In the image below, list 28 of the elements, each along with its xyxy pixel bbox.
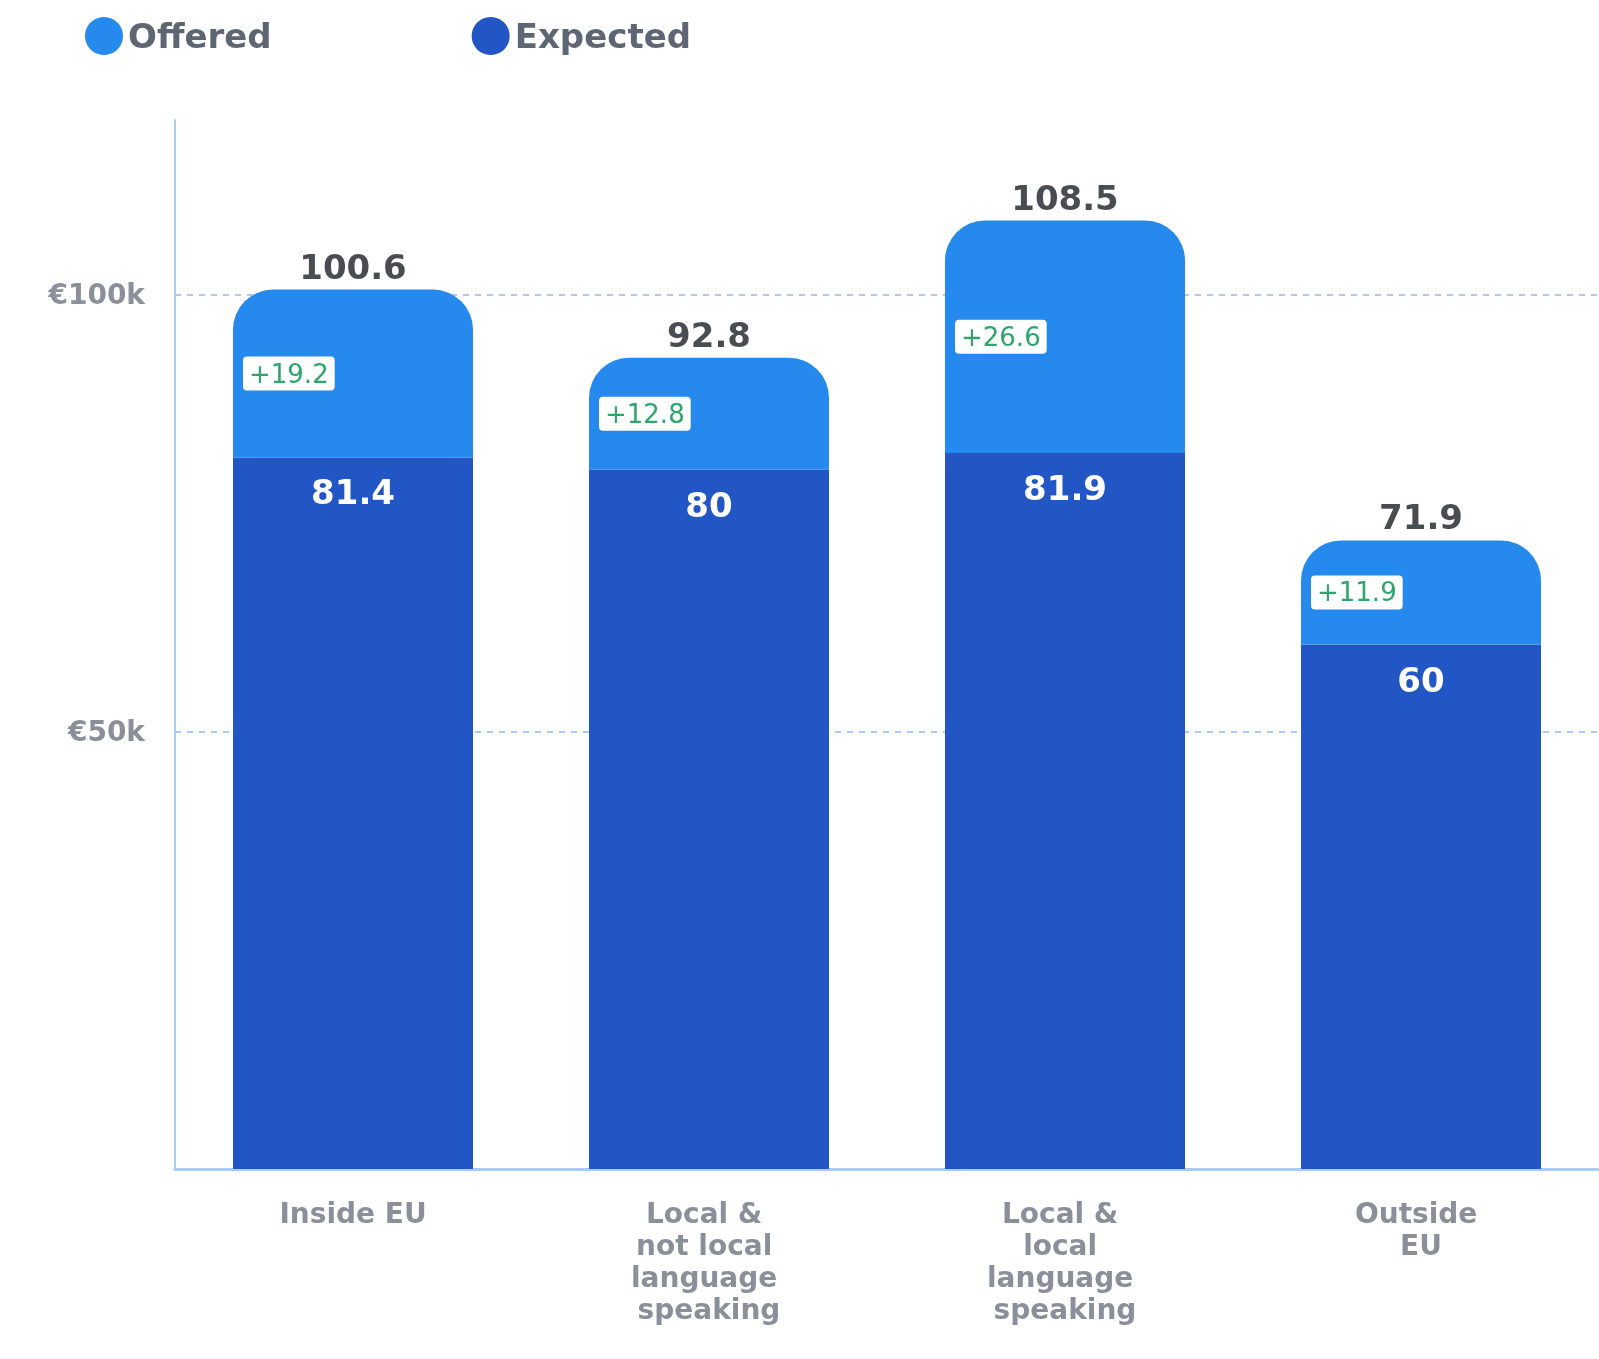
bar [589,357,829,470]
data-label: 60 [1397,659,1445,700]
x-tick-label: Outside EU [1354,1196,1488,1262]
legend-label: Expected [514,16,692,56]
data-label: +12.8 [605,398,685,429]
data-label: 80 [685,484,733,525]
total-label: 108.5 [1011,177,1119,218]
data-label: 81.4 [311,472,395,513]
x-tick-label: Local & not local language speaking [630,1196,788,1326]
total-label: 92.8 [667,314,751,355]
bar [945,453,1185,1169]
data-label: 81.9 [1023,468,1107,509]
bar [945,220,1185,454]
data-label: +19.2 [249,358,329,389]
bar [1301,540,1541,645]
total-label: 100.6 [299,246,407,287]
y-tick-label: €100k [47,278,147,312]
bar [233,457,473,1169]
bar [589,469,829,1169]
x-tick-label: Local & local language speaking [986,1196,1144,1326]
bar [233,289,473,458]
x-tick-label: Inside EU [279,1196,427,1230]
y-tick-label: €50k [66,715,147,749]
data-label: +11.9 [1317,577,1397,608]
legend-label: Offered [128,16,272,56]
bar [1301,644,1541,1169]
data-label: +26.6 [961,321,1041,352]
total-label: 71.9 [1379,497,1463,538]
